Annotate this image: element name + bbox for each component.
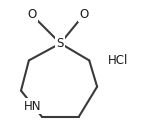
Text: O: O — [27, 8, 36, 21]
Text: HN: HN — [24, 100, 42, 113]
Text: S: S — [57, 37, 64, 50]
Text: O: O — [79, 8, 89, 21]
Text: HCl: HCl — [108, 54, 128, 67]
